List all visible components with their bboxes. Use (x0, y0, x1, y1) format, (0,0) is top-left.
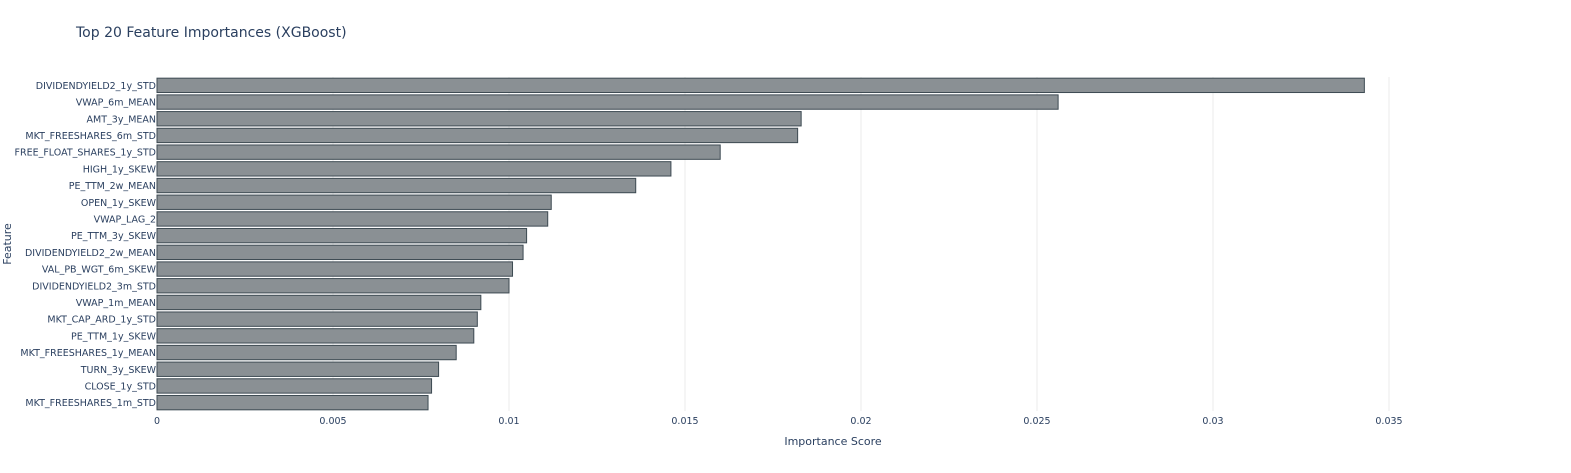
bar (156, 394, 429, 411)
y-tick-label: DIVIDENDYIELD2_2w_MEAN (25, 248, 156, 259)
x-tick-labels: 0 0.005 0.01 0.015 0.02 0.025 0.03 0.035 (154, 416, 1403, 427)
x-tick-label: 0.025 (1023, 416, 1050, 427)
y-tick-label: PE_TTM_3y_SKEW (71, 231, 157, 242)
bar (156, 77, 1365, 94)
y-tick-label: FREE_FLOAT_SHARES_1y_STD (15, 148, 156, 159)
bar (156, 177, 637, 194)
bar (156, 244, 524, 261)
x-tick-label: 0.005 (319, 416, 346, 427)
y-tick-label: HIGH_1y_SKEW (83, 164, 157, 175)
bar (156, 227, 528, 244)
bar (156, 278, 510, 294)
y-tick-label: MKT_FREESHARES_6m_STD (25, 131, 156, 142)
x-tick-label: 0.015 (671, 416, 698, 427)
x-axis-label: Importance Score (784, 435, 882, 448)
bar (156, 311, 478, 327)
y-tick-label: MKT_CAP_ARD_1y_STD (47, 315, 156, 326)
bar (156, 378, 433, 394)
y-tick-label: VWAP_6m_MEAN (76, 98, 156, 109)
bar (156, 328, 475, 344)
bar (156, 144, 721, 160)
bar (156, 261, 514, 277)
y-tick-label: AMT_3y_MEAN (87, 114, 156, 125)
y-tick-label: MKT_FREESHARES_1m_STD (25, 398, 156, 409)
bar (156, 361, 440, 377)
y-tick-label: PE_TTM_1y_SKEW (71, 331, 157, 342)
bar (156, 344, 457, 361)
x-tick-label: 0.01 (498, 416, 519, 427)
gridlines (332, 77, 1390, 411)
x-tick-label: 0 (154, 416, 160, 427)
y-tick-label: CLOSE_1y_STD (85, 381, 156, 392)
y-tick-label: TURN_3y_SKEW (80, 365, 157, 376)
bars (156, 77, 1365, 411)
bar (156, 211, 549, 227)
y-tick-label: MKT_FREESHARES_1y_MEAN (20, 348, 156, 359)
y-tick-label: VWAP_LAG_2 (94, 214, 156, 225)
y-tick-label: VWAP_1m_MEAN (76, 298, 156, 309)
y-tick-label: DIVIDENDYIELD2_3m_STD (32, 281, 156, 292)
x-tick-label: 0.02 (850, 416, 871, 427)
y-axis-label: Feature (1, 223, 14, 265)
chart-title: Top 20 Feature Importances (XGBoost) (75, 25, 347, 41)
y-tick-label: OPEN_1y_SKEW (81, 198, 157, 209)
y-tick-labels: DIVIDENDYIELD2_1y_STD VWAP_6m_MEAN AMT_3y_… (15, 81, 157, 409)
x-tick-label: 0.035 (1375, 416, 1402, 427)
bar (156, 127, 799, 144)
bar (156, 111, 802, 127)
x-tick-label: 0.03 (1202, 416, 1223, 427)
y-tick-label: PE_TTM_2w_MEAN (69, 181, 156, 192)
bar (156, 94, 1059, 110)
bar (156, 161, 672, 177)
y-tick-label: DIVIDENDYIELD2_1y_STD (36, 81, 156, 92)
bar (156, 294, 482, 311)
bar (156, 194, 552, 210)
y-tick-label: VAL_PB_WGT_6m_SKEW (42, 265, 157, 276)
